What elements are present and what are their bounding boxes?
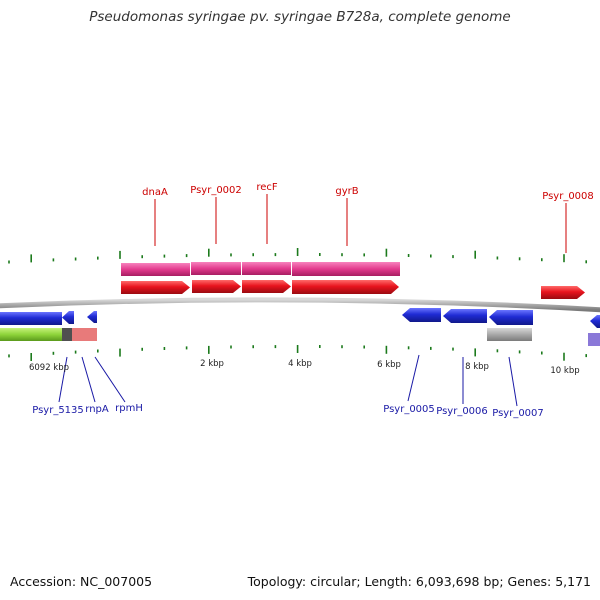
tick-row-top [8,248,588,264]
scale-label: 10 kbp [550,366,579,376]
tick-row-bottom [8,345,588,361]
gene-arrow-dnaA [121,281,190,294]
gene-arrow-psyr-0007 [489,310,533,325]
gene-label-psyr-0008: Psyr_0008 [542,191,594,202]
gene-arrow-psyr-5135 [0,312,62,325]
accession-text: Accession: NC_007005 [10,574,153,589]
cds-track-forward [121,262,400,276]
rna-feature-pink [72,328,97,341]
gene-label-psyr-0005: Psyr_0005 [383,404,435,415]
gene-label-psyr-0007: Psyr_0007 [492,408,544,419]
misc-features [0,328,600,346]
gene-arrow-rpmH [87,311,97,323]
feature-dark [62,328,72,341]
feature-purple [588,333,600,346]
scale-label: 8 kbp [465,362,489,372]
gene-label-psyr-0006: Psyr_0006 [436,406,488,417]
scale-label: 2 kbp [200,359,224,369]
gene-arrow-gyrB [292,280,399,294]
gene-label-rnpA: rnpA [85,404,109,415]
gene-label-dnaA: dnaA [142,187,168,198]
gene-label-psyr-5135: Psyr_5135 [32,405,84,416]
cds-segment-psyr-0002 [191,262,241,275]
gene-arrow-psyr-0002 [192,280,241,293]
cds-segment-dnaA [121,263,190,276]
gene-arrow-recF [242,280,291,293]
genome-summary-text: Topology: circular; Length: 6,093,698 bp… [247,574,591,589]
scale-label: 6092 kbp [29,363,69,373]
label-connectors-top [154,194,567,253]
gene-label-rpmH: rpmH [115,403,143,414]
gene-arrow-psyr-0005 [402,308,441,322]
genome-backbone [0,297,600,313]
gene-arrow-rnpA [62,311,74,324]
scale-label: 4 kbp [288,359,312,369]
cds-segment-recF [242,262,291,275]
scale-label: 6 kbp [377,360,401,370]
gene-label-recF: recF [256,182,278,193]
gene-arrow-psyr-0008 [541,286,585,299]
forward-genes [121,280,585,299]
cds-segment-gyrB [292,262,400,276]
map-title: Pseudomonas syringae pv. syringae B728a,… [89,9,511,25]
gene-label-psyr-0002: Psyr_0002 [190,185,242,196]
label-connectors-bottom [58,354,518,407]
feature-gray [487,328,532,341]
gene-label-gyrB: gyrB [335,186,358,197]
gene-arrow-psyr-0006 [443,309,487,323]
rna-feature-green [0,328,62,341]
gene-arrow-offscreen [590,315,600,328]
reverse-genes [0,308,600,328]
